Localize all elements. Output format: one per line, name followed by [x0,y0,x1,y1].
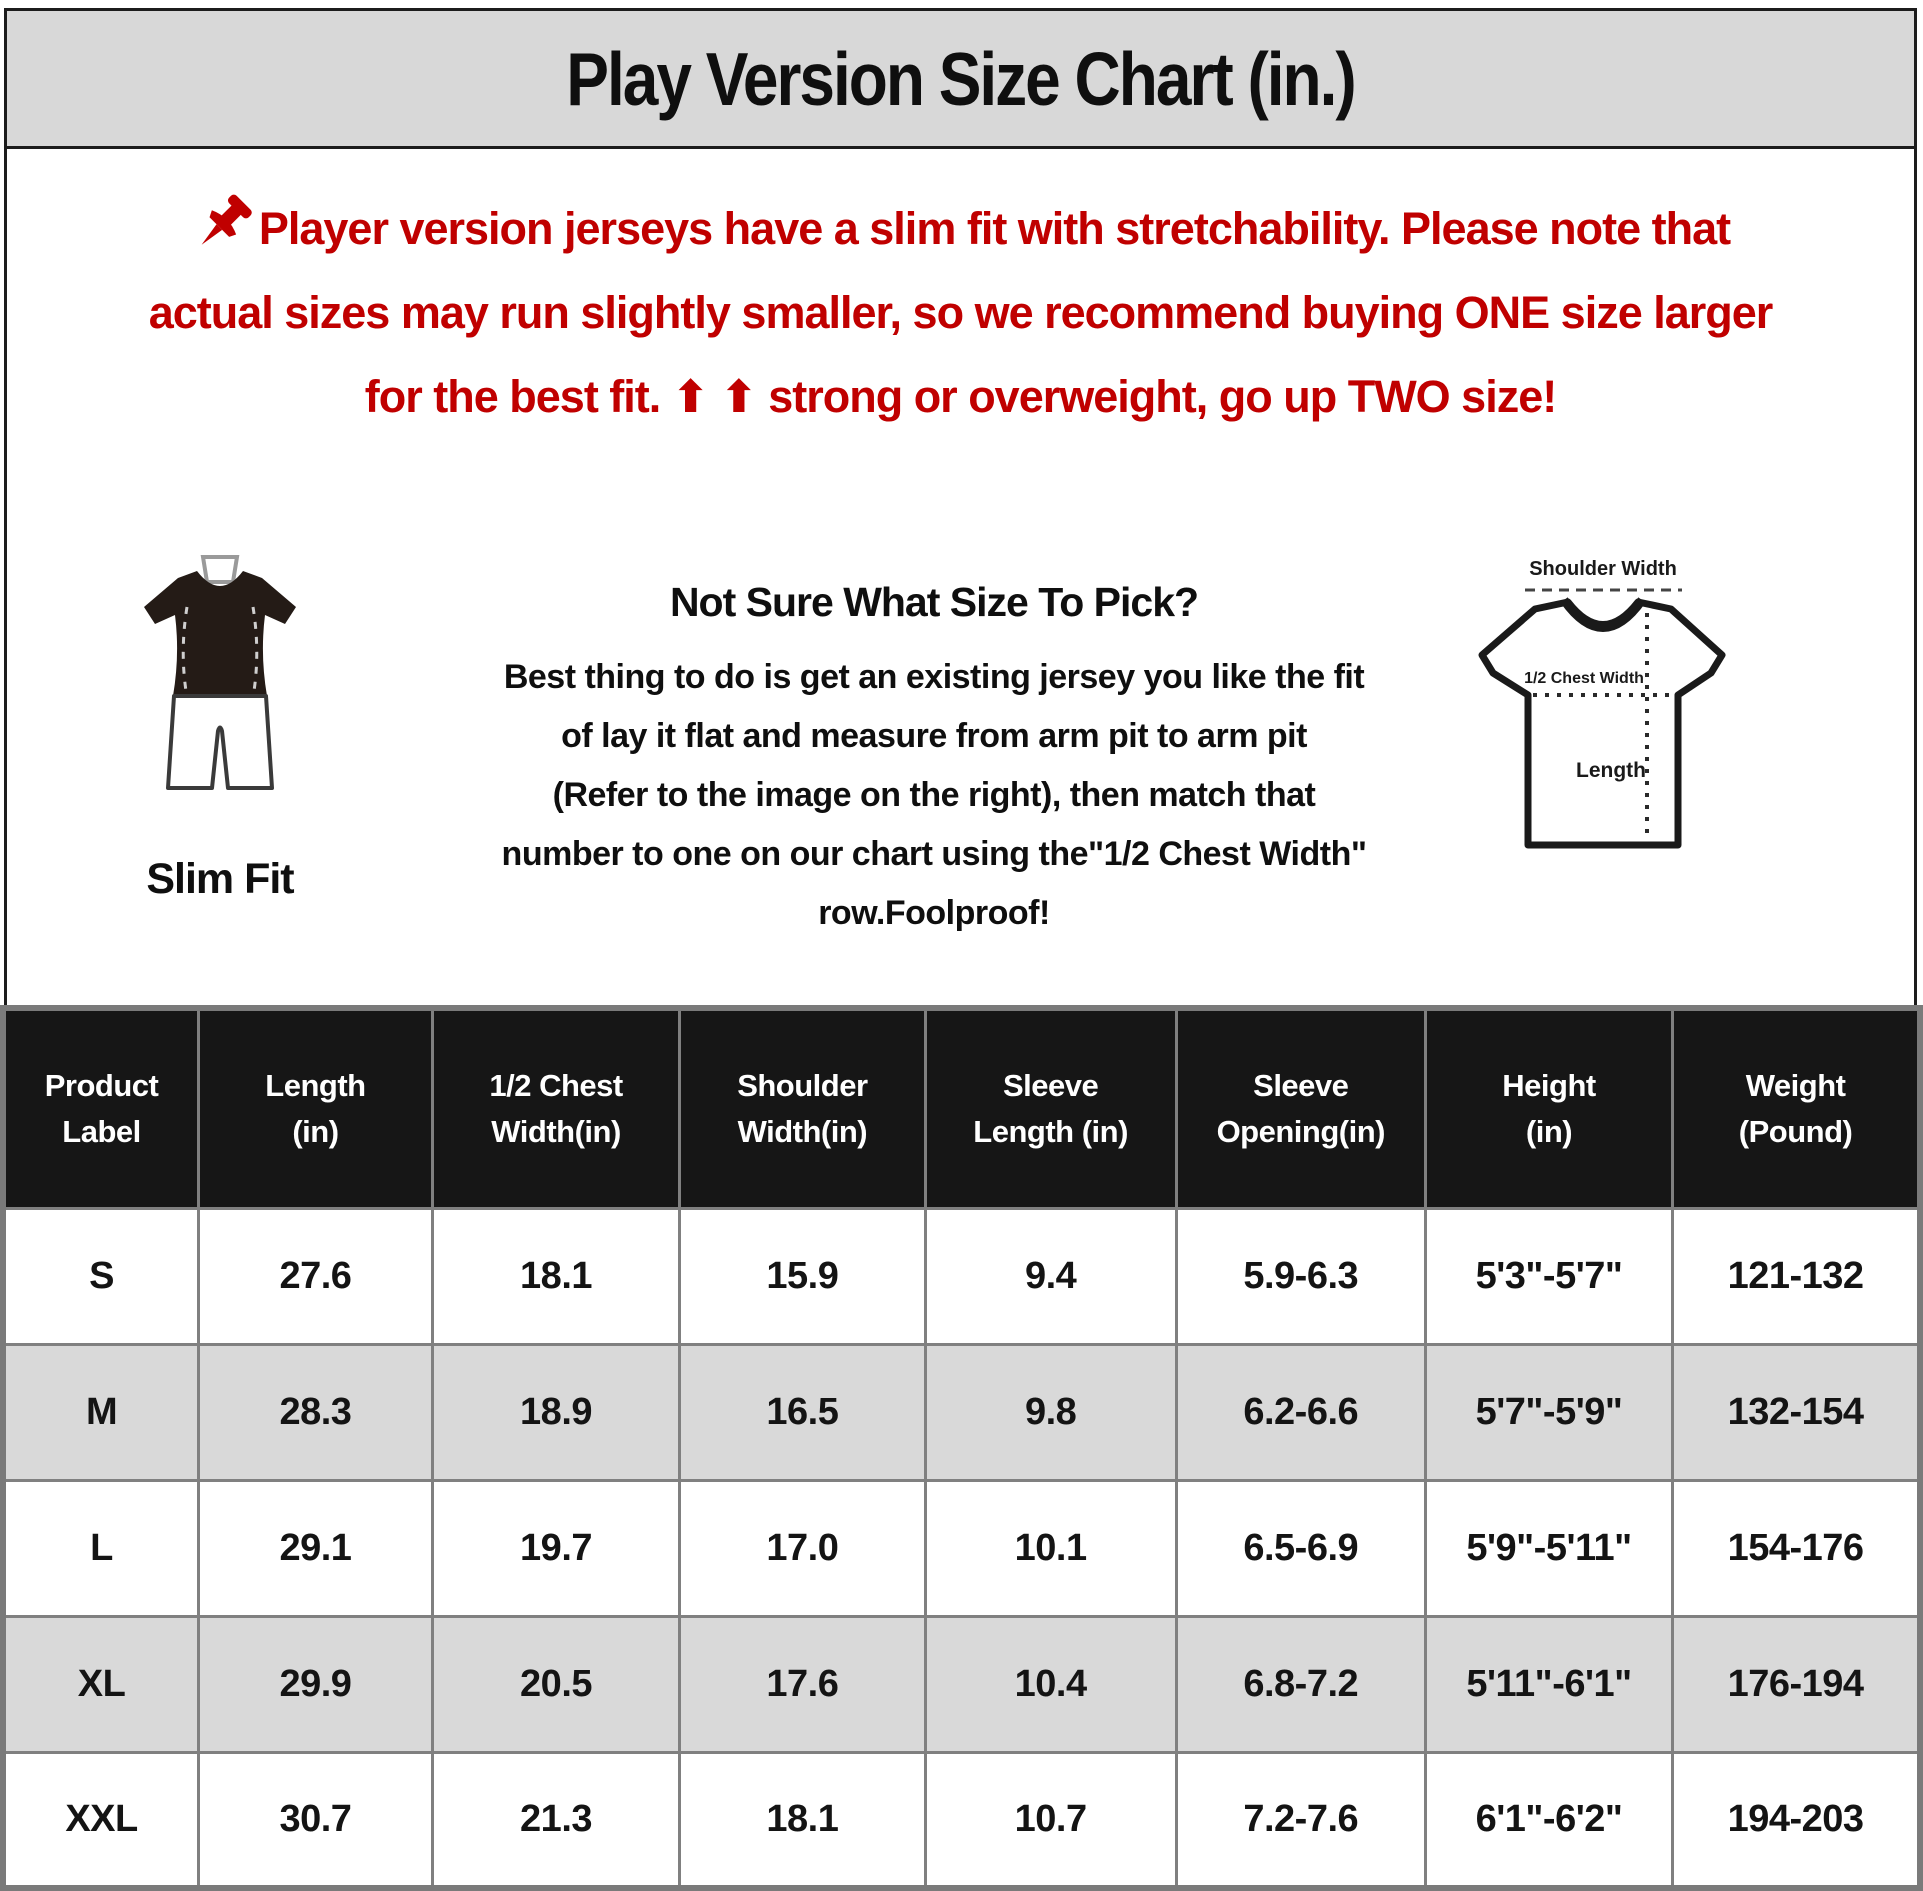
info-panel: Player version jerseys have a slim fit w… [7,149,1914,1005]
size-cell: 132-154 [1671,1342,1922,1482]
size-table: Product Label Length (in) 1/2 Chest Width(i… [0,1005,1923,1891]
notice-line-3: for the best fit. ⬆ ⬆ strong or overweig… [364,371,1557,422]
size-cell: XL [1,1614,201,1754]
table-row-xxl: XXL 30.7 21.3 18.1 10.7 7.2-7.6 6'1"-6'2… [1,1750,1922,1890]
chest-width-label: 1/2 Chest Width [1524,670,1644,687]
size-cell: S [1,1206,201,1346]
size-help-line: (Refer to the image on the right), then … [552,776,1316,814]
size-cell: 27.6 [197,1206,434,1346]
tshirt-diagram-illustration: Shoulder Width 1/2 Chest Width Length [1478,558,1726,849]
size-cell: XXL [1,1750,201,1890]
slim-fit-label: Slim Fit [146,855,294,903]
size-cell: 7.2-7.6 [1174,1750,1427,1890]
table-row-s: S 27.6 18.1 15.9 9.4 5.9-6.3 5'3"-5'7" 1… [1,1206,1922,1346]
size-cell: 9.8 [923,1342,1178,1482]
column-header-length: Length (in) [197,1006,434,1210]
column-header-height: Height (in) [1423,1006,1675,1210]
size-cell: M [1,1342,201,1482]
size-cell: 20.5 [430,1614,682,1754]
column-header-half-chest-width: 1/2 Chest Width(in) [430,1006,682,1210]
size-help-line: of lay it flat and measure from arm pit … [561,717,1307,755]
header-row: Product Label Length (in) 1/2 Chest Width(i… [1,1006,1922,1210]
size-help-line: row.Foolproof! [818,894,1050,932]
column-header-product-label: Product Label [1,1006,201,1210]
size-cell: 6.2-6.6 [1174,1342,1427,1482]
size-cell: 10.7 [923,1750,1178,1890]
table-row-m: M 28.3 18.9 16.5 9.8 6.2-6.6 5'7"-5'9" 1… [1,1342,1922,1482]
size-cell: 30.7 [197,1750,434,1890]
size-help-heading: Not Sure What Size To Pick? [669,579,1199,625]
size-cell: 5'3"-5'7" [1423,1206,1675,1346]
size-cell: 15.9 [678,1206,927,1346]
size-cell: 10.1 [923,1478,1178,1618]
size-cell: 121-132 [1671,1206,1922,1346]
size-cell: L [1,1478,201,1618]
size-help: Not Sure What Size To Pick? Best thing t… [405,579,1463,943]
column-header-sleeve-length: Sleeve Length (in) [923,1006,1178,1210]
tshirt-measurement-diagram: Shoulder Width 1/2 Chest Width Length [1473,549,1735,859]
size-cell: 21.3 [430,1750,682,1890]
table-row-xl: XL 29.9 20.5 17.6 10.4 6.8-7.2 5'11"-6'1… [1,1614,1922,1754]
size-help-line: number to one on our chart using the"1/2… [501,835,1367,873]
slim-fit-figure: Slim Fit [113,555,327,904]
size-cell: 176-194 [1671,1614,1922,1754]
size-cell: 5.9-6.3 [1174,1206,1427,1346]
size-cell: 6.5-6.9 [1174,1478,1427,1618]
size-cell: 5'9"-5'11" [1423,1478,1675,1618]
size-chart-title-bar: Play Version Size Chart (in.) [7,11,1914,149]
framed-panel: Play Version Size Chart (in.) Player ver… [4,8,1917,1005]
notice-line-2: actual sizes may run slightly smaller, s… [148,287,1774,338]
size-cell: 17.6 [678,1614,927,1754]
size-help-line: Best thing to do is get an existing jers… [503,658,1365,696]
length-label: Length [1576,759,1646,782]
fit-notice: Player version jerseys have a slim fit w… [7,187,1914,439]
size-cell: 194-203 [1671,1750,1922,1890]
size-cell: 5'11"-6'1" [1423,1614,1675,1754]
size-cell: 18.9 [430,1342,682,1482]
shoulder-width-label: Shoulder Width [1529,558,1677,580]
table-row-l: L 29.1 19.7 17.0 10.1 6.5-6.9 5'9"-5'11"… [1,1478,1922,1618]
size-cell: 6.8-7.2 [1174,1614,1427,1754]
up-arrows-icon: ⬆ ⬆ [671,371,758,422]
size-cell: 19.7 [430,1478,682,1618]
size-cell: 9.4 [923,1206,1178,1346]
size-cell: 5'7"-5'9" [1423,1342,1675,1482]
slim-fit-illustration [144,555,296,790]
size-cell: 10.4 [923,1614,1178,1754]
column-header-shoulder-width: Shoulder Width(in) [678,1006,927,1210]
size-cell: 18.1 [430,1206,682,1346]
page-title: Play Version Size Chart (in.) [566,36,1356,121]
size-cell: 18.1 [678,1750,927,1890]
pushpin-icon [201,194,252,245]
size-cell: 17.0 [678,1478,927,1618]
size-cell: 29.1 [197,1478,434,1618]
column-header-sleeve-opening: Sleeve Opening(in) [1174,1006,1427,1210]
size-cell: 16.5 [678,1342,927,1482]
notice-line-1: Player version jerseys have a slim fit w… [7,187,1914,271]
size-cell: 29.9 [197,1614,434,1754]
size-cell: 28.3 [197,1342,434,1482]
column-header-weight: Weight (Pound) [1671,1006,1922,1210]
size-cell: 154-176 [1671,1478,1922,1618]
size-cell: 6'1"-6'2" [1423,1750,1675,1890]
